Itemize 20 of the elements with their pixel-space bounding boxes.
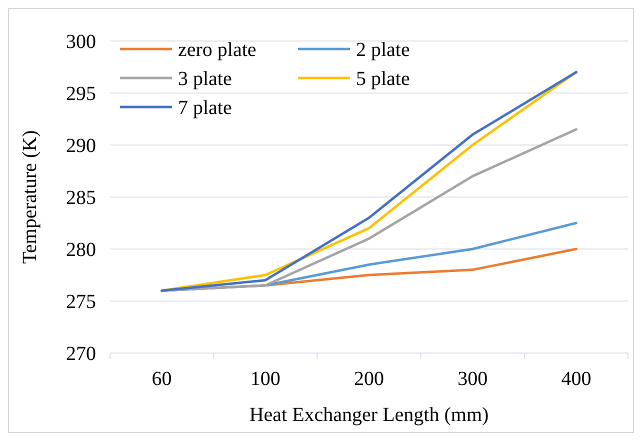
legend-label: 3 plate [178, 68, 232, 90]
y-tick-label: 285 [66, 187, 96, 209]
x-tick-label: 100 [250, 368, 280, 390]
y-tick-label: 295 [66, 83, 96, 105]
x-tick-label: 400 [561, 368, 592, 390]
legend-label: zero plate [178, 39, 256, 61]
y-tick-label: 270 [66, 343, 96, 365]
y-tick-label: 300 [66, 31, 96, 53]
line-series [160, 128, 578, 292]
y-tick-label: 290 [66, 135, 96, 157]
y-tick-label: 275 [66, 291, 96, 313]
x-axis-title: Heat Exchanger Length (mm) [249, 404, 489, 426]
legend-label: 7 plate [178, 97, 232, 119]
y-axis-title: Temperature (K) [19, 130, 41, 264]
x-tick-label: 300 [458, 368, 488, 390]
x-tick-label: 60 [152, 368, 172, 390]
legend-label: 5 plate [356, 68, 410, 90]
y-tick-label: 280 [66, 239, 96, 261]
x-tick-label: 200 [354, 368, 384, 390]
legend-label: 2 plate [356, 39, 410, 61]
